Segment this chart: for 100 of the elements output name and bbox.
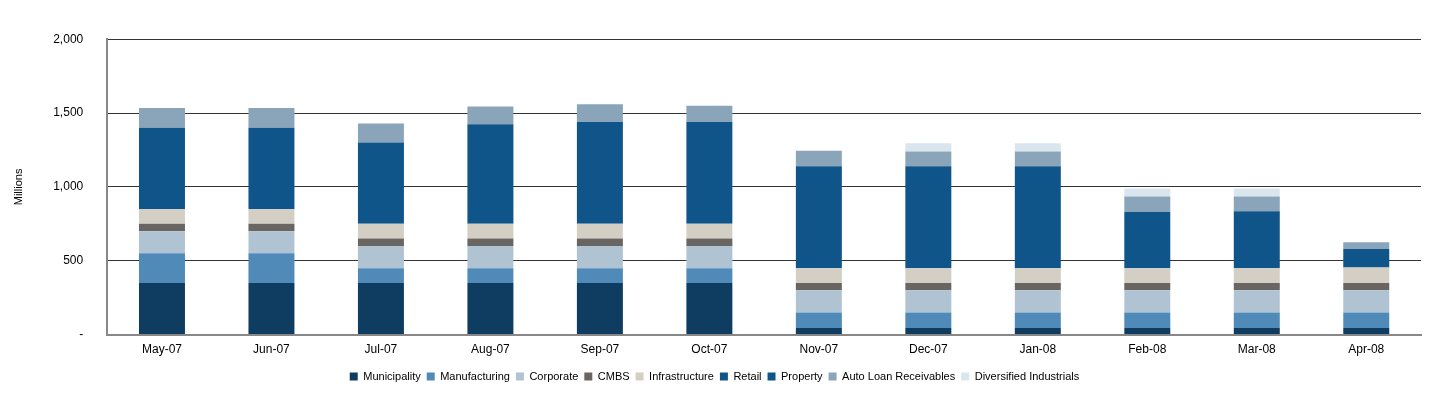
bar bbox=[1014, 290, 1061, 313]
bar bbox=[576, 104, 623, 122]
bar bbox=[905, 143, 952, 152]
bar bbox=[138, 107, 185, 128]
bar bbox=[1124, 282, 1171, 291]
bar bbox=[686, 105, 733, 122]
x-tick-label: Jul-07 bbox=[364, 342, 398, 357]
bar bbox=[248, 127, 295, 210]
bar bbox=[138, 231, 185, 254]
bar bbox=[1233, 196, 1280, 212]
bar bbox=[1014, 282, 1061, 291]
bar bbox=[795, 290, 842, 313]
bar bbox=[138, 223, 185, 232]
bar bbox=[138, 127, 185, 210]
bar bbox=[1124, 212, 1171, 269]
bar bbox=[905, 327, 952, 335]
bar bbox=[1014, 166, 1061, 269]
bar bbox=[248, 282, 295, 335]
bar bbox=[1233, 211, 1280, 269]
x-tick-label: Dec-07 bbox=[908, 342, 948, 357]
x-tick-label: Oct-07 bbox=[691, 342, 728, 357]
bar bbox=[686, 245, 733, 269]
bar bbox=[138, 209, 185, 224]
bar bbox=[576, 223, 623, 239]
bar bbox=[467, 238, 514, 246]
bar bbox=[576, 238, 623, 246]
bar bbox=[1014, 327, 1061, 335]
x-tick-label: Feb-08 bbox=[1128, 342, 1167, 357]
y-tick-label: - bbox=[79, 326, 84, 341]
x-tick-label: Jan-08 bbox=[1019, 342, 1057, 357]
legend-label: Municipality bbox=[363, 369, 422, 382]
bar bbox=[795, 282, 842, 291]
bar bbox=[905, 312, 952, 328]
x-tick-label: Jun-07 bbox=[253, 342, 291, 357]
bar bbox=[357, 123, 404, 143]
bar bbox=[1124, 268, 1171, 283]
bar bbox=[795, 166, 842, 269]
x-tick-label: Apr-08 bbox=[1348, 342, 1385, 357]
x-tick-label: Mar-08 bbox=[1237, 342, 1277, 357]
bar bbox=[467, 106, 514, 125]
bar bbox=[138, 282, 185, 335]
bar bbox=[1343, 248, 1390, 268]
bar bbox=[1233, 188, 1280, 197]
bar bbox=[1233, 312, 1280, 328]
legend-label: Property bbox=[781, 369, 824, 382]
x-tick-label: Nov-07 bbox=[799, 342, 839, 357]
bar bbox=[1233, 268, 1280, 283]
bar bbox=[1014, 151, 1061, 167]
bar bbox=[1233, 290, 1280, 313]
bar bbox=[1343, 282, 1390, 291]
y-axis-title: Millions bbox=[11, 168, 24, 206]
x-tick-label: May-07 bbox=[141, 342, 183, 357]
bar bbox=[795, 312, 842, 328]
bar bbox=[248, 209, 295, 224]
bar bbox=[1233, 327, 1280, 335]
bar bbox=[1014, 268, 1061, 283]
bar bbox=[1124, 327, 1171, 335]
bar bbox=[248, 231, 295, 254]
bar bbox=[357, 223, 404, 239]
y-tick-label: 1,000 bbox=[53, 179, 84, 194]
bar bbox=[1124, 196, 1171, 213]
legend-label: Diversified Industrials bbox=[974, 369, 1080, 382]
bar bbox=[795, 327, 842, 335]
bar bbox=[357, 142, 404, 224]
bar bbox=[1124, 312, 1171, 328]
y-tick-label: 1,500 bbox=[53, 105, 84, 120]
bar bbox=[248, 253, 295, 283]
bar bbox=[248, 107, 295, 128]
bar bbox=[686, 268, 733, 283]
bar bbox=[357, 268, 404, 283]
bar bbox=[1233, 282, 1280, 291]
bar bbox=[576, 245, 623, 269]
bar bbox=[576, 282, 623, 335]
y-tick-label: 500 bbox=[63, 253, 84, 268]
bar bbox=[795, 268, 842, 283]
bar bbox=[686, 238, 733, 246]
bar bbox=[357, 245, 404, 269]
x-tick-label: Aug-07 bbox=[471, 342, 511, 357]
bar bbox=[138, 253, 185, 283]
legend-label: Manufacturing bbox=[440, 369, 510, 382]
bar bbox=[1124, 290, 1171, 313]
bar bbox=[1014, 312, 1061, 328]
bar bbox=[1014, 143, 1061, 152]
bar bbox=[905, 151, 952, 167]
y-tick-label: 2,000 bbox=[53, 31, 84, 46]
bar bbox=[686, 223, 733, 239]
bar bbox=[1343, 290, 1390, 313]
bar bbox=[576, 268, 623, 283]
legend-label: Infrastructure bbox=[649, 369, 714, 382]
bar bbox=[467, 282, 514, 335]
bar bbox=[467, 245, 514, 269]
bar bbox=[1124, 188, 1171, 197]
bar bbox=[686, 121, 733, 224]
legend-label: Corporate bbox=[529, 369, 579, 382]
legend-label: Auto Loan Receivables bbox=[842, 369, 956, 382]
bar bbox=[1343, 327, 1390, 335]
bar bbox=[905, 290, 952, 313]
bar bbox=[1343, 267, 1390, 283]
x-tick-label: Sep-07 bbox=[580, 342, 620, 357]
bar bbox=[467, 268, 514, 283]
